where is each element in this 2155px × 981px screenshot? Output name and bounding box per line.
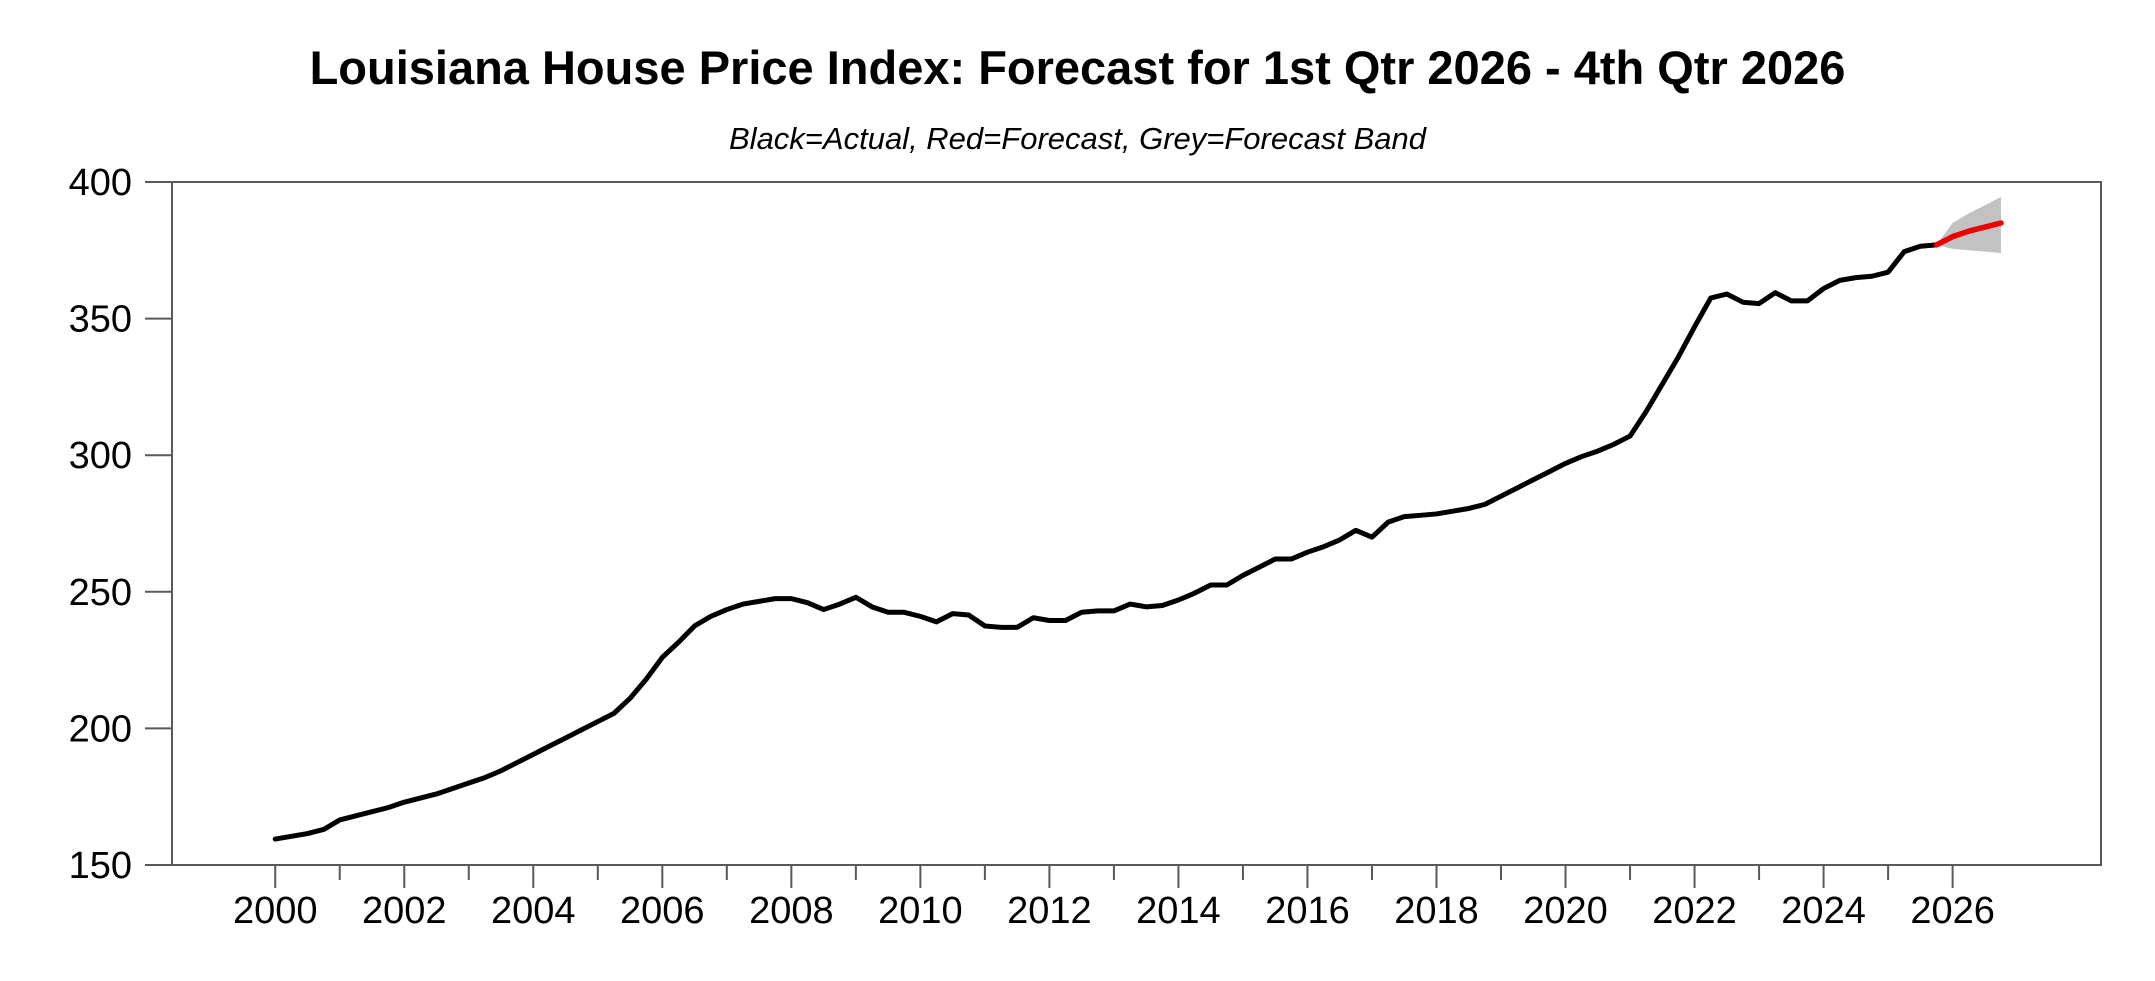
x-tick-label: 2000 <box>233 890 318 932</box>
actual-series-line <box>272 242 1939 842</box>
chart-subtitle: Black=Actual, Red=Forecast, Grey=Forecas… <box>729 121 1426 156</box>
x-tick-label: 2012 <box>1007 890 1092 932</box>
plot-frame <box>171 181 2102 866</box>
x-tick-label: 2006 <box>620 890 705 932</box>
x-tick-label: 2024 <box>1781 890 1866 932</box>
x-tick-label: 2016 <box>1265 890 1350 932</box>
y-tick-label: 300 <box>69 435 132 477</box>
chart-title: Louisiana House Price Index: Forecast fo… <box>309 41 1846 94</box>
x-tick-label: 2004 <box>491 890 576 932</box>
y-tick-label: 200 <box>69 708 132 750</box>
y-tick-label: 150 <box>69 845 132 887</box>
x-tick-label: 2002 <box>362 890 447 932</box>
x-tick-label: 2008 <box>749 890 834 932</box>
y-tick-label: 400 <box>69 162 132 204</box>
y-tick-label: 250 <box>69 572 132 614</box>
x-tick-label: 2018 <box>1394 890 1479 932</box>
x-tick-label: 2026 <box>1910 890 1995 932</box>
y-tick-label: 350 <box>69 299 132 341</box>
x-tick-label: 2010 <box>878 890 963 932</box>
forecast-series-line <box>1933 220 2004 248</box>
x-tick-label: 2014 <box>1136 890 1221 932</box>
x-tick-label: 2020 <box>1523 890 1608 932</box>
x-tick-label: 2022 <box>1652 890 1737 932</box>
